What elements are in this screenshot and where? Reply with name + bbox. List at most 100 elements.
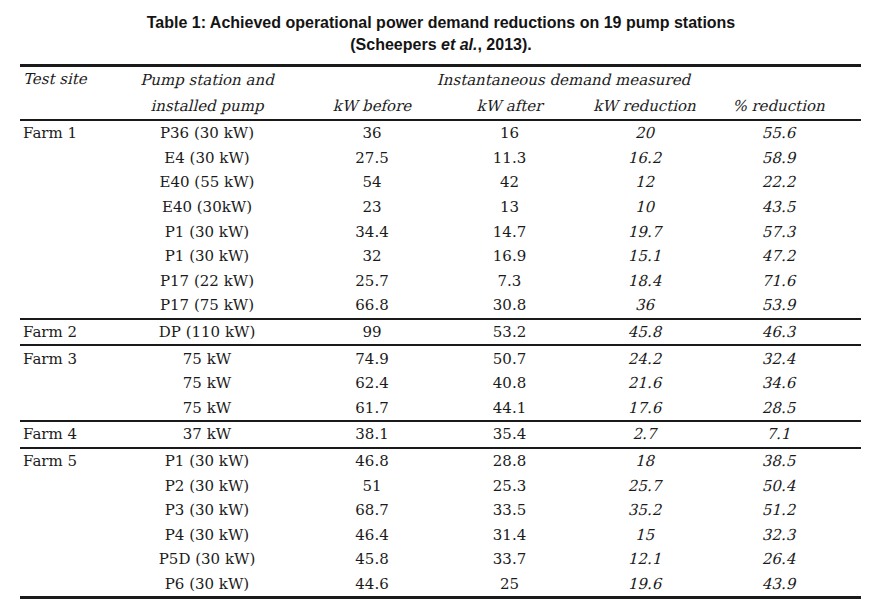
pct-reduction-cell: 32.3 (712, 523, 861, 548)
table-row: E40 (55 kW)54421222.2 (20, 170, 861, 195)
kw-after-cell: 7.3 (442, 269, 577, 294)
header-test-site: Test site (20, 66, 112, 121)
farm-group: Farm 375 kW74.950.724.232.475 kW62.440.8… (20, 345, 861, 421)
kw-after-cell: 14.7 (442, 219, 577, 244)
kw-after-cell: 28.8 (442, 448, 577, 474)
kw-reduction-cell: 18.4 (577, 269, 712, 294)
pct-reduction-cell: 22.2 (712, 170, 861, 195)
kw-reduction-cell: 21.6 (577, 371, 712, 396)
farm-label (20, 371, 112, 396)
table-header: Test site Pump station and Instantaneous… (20, 66, 861, 121)
farm-label (20, 269, 112, 294)
farm-label (20, 170, 112, 195)
farm-label: Farm 2 (20, 319, 112, 346)
kw-reduction-cell: 17.6 (577, 396, 712, 422)
pump-station-cell: P17 (75 kW) (112, 293, 302, 319)
pump-station-cell: DP (110 kW) (112, 319, 302, 346)
header-kw-reduction: kW reduction (577, 93, 712, 120)
table-caption: Table 1: Achieved operational power dema… (0, 0, 882, 56)
kw-before-cell: 68.7 (302, 498, 442, 523)
farm-group: Farm 1P36 (30 kW)36162055.6E4 (30 kW)27.… (20, 120, 861, 319)
farm-group: Farm 5P1 (30 kW)46.828.81838.5P2 (30 kW)… (20, 448, 861, 598)
kw-reduction-cell: 24.2 (577, 345, 712, 371)
farm-label (20, 244, 112, 269)
table-row: Farm 375 kW74.950.724.232.4 (20, 345, 861, 371)
pct-reduction-cell: 55.6 (712, 120, 861, 146)
kw-reduction-cell: 15.1 (577, 244, 712, 269)
table-row: P5D (30 kW)45.833.712.126.4 (20, 547, 861, 572)
header-pump-station-line1: Pump station and (112, 66, 302, 94)
pct-reduction-cell: 34.6 (712, 371, 861, 396)
header-kw-before: kW before (302, 93, 442, 120)
kw-before-cell: 54 (302, 170, 442, 195)
kw-reduction-cell: 2.7 (577, 421, 712, 448)
kw-after-cell: 33.5 (442, 498, 577, 523)
kw-before-cell: 51 (302, 473, 442, 498)
table-row: Farm 437 kW38.135.42.77.1 (20, 421, 861, 448)
pct-reduction-cell: 32.4 (712, 345, 861, 371)
pump-station-cell: 37 kW (112, 421, 302, 448)
pct-reduction-cell: 38.5 (712, 448, 861, 474)
pct-reduction-cell: 58.9 (712, 146, 861, 171)
farm-label: Farm 4 (20, 421, 112, 448)
table-row: 75 kW61.744.117.628.5 (20, 396, 861, 422)
kw-before-cell: 99 (302, 319, 442, 346)
kw-reduction-cell: 15 (577, 523, 712, 548)
table-row: P1 (30 kW)3216.915.147.2 (20, 244, 861, 269)
kw-after-cell: 30.8 (442, 293, 577, 319)
table-row: Farm 5P1 (30 kW)46.828.81838.5 (20, 448, 861, 474)
pct-reduction-cell: 50.4 (712, 473, 861, 498)
pump-station-cell: 75 kW (112, 396, 302, 422)
farm-group: Farm 2DP (110 kW)9953.245.846.3 (20, 319, 861, 346)
kw-before-cell: 66.8 (302, 293, 442, 319)
pump-station-cell: P1 (30 kW) (112, 448, 302, 474)
pump-station-cell: E40 (30kW) (112, 195, 302, 220)
farm-label (20, 146, 112, 171)
farm-label (20, 195, 112, 220)
kw-after-cell: 33.7 (442, 547, 577, 572)
pump-station-cell: 75 kW (112, 371, 302, 396)
kw-before-cell: 32 (302, 244, 442, 269)
pump-station-cell: E40 (55 kW) (112, 170, 302, 195)
table-row: P1 (30 kW)34.414.719.757.3 (20, 219, 861, 244)
table-caption-line1: Table 1: Achieved operational power dema… (0, 12, 882, 34)
kw-before-cell: 23 (302, 195, 442, 220)
kw-reduction-cell: 45.8 (577, 319, 712, 346)
pct-reduction-cell: 71.6 (712, 269, 861, 294)
kw-after-cell: 35.4 (442, 421, 577, 448)
farm-label: Farm 5 (20, 448, 112, 474)
pump-station-cell: P2 (30 kW) (112, 473, 302, 498)
pct-reduction-cell: 46.3 (712, 319, 861, 346)
farm-label: Farm 1 (20, 120, 112, 146)
kw-after-cell: 53.2 (442, 319, 577, 346)
etal-citation: et al. (441, 36, 477, 53)
kw-after-cell: 16.9 (442, 244, 577, 269)
pct-reduction-cell: 53.9 (712, 293, 861, 319)
kw-reduction-cell: 12 (577, 170, 712, 195)
table-row: P4 (30 kW)46.431.41532.3 (20, 523, 861, 548)
pct-reduction-cell: 7.1 (712, 421, 861, 448)
farm-label (20, 293, 112, 319)
kw-reduction-cell: 20 (577, 120, 712, 146)
kw-reduction-cell: 19.6 (577, 572, 712, 598)
pump-station-cell: P6 (30 kW) (112, 572, 302, 598)
table-row: P17 (75 kW)66.830.83653.9 (20, 293, 861, 319)
pump-station-cell: P36 (30 kW) (112, 120, 302, 146)
table-row: P6 (30 kW)44.62519.643.9 (20, 572, 861, 598)
farm-label (20, 547, 112, 572)
kw-reduction-cell: 12.1 (577, 547, 712, 572)
kw-reduction-cell: 16.2 (577, 146, 712, 171)
farm-label (20, 473, 112, 498)
kw-before-cell: 45.8 (302, 547, 442, 572)
table-row: E4 (30 kW)27.511.316.258.9 (20, 146, 861, 171)
pump-demand-table: Test site Pump station and Instantaneous… (20, 64, 861, 599)
table-row: P2 (30 kW)5125.325.750.4 (20, 473, 861, 498)
pct-reduction-cell: 43.5 (712, 195, 861, 220)
kw-before-cell: 38.1 (302, 421, 442, 448)
kw-after-cell: 50.7 (442, 345, 577, 371)
table-row: 75 kW62.440.821.634.6 (20, 371, 861, 396)
farm-label (20, 498, 112, 523)
kw-after-cell: 25.3 (442, 473, 577, 498)
kw-after-cell: 25 (442, 572, 577, 598)
kw-after-cell: 11.3 (442, 146, 577, 171)
